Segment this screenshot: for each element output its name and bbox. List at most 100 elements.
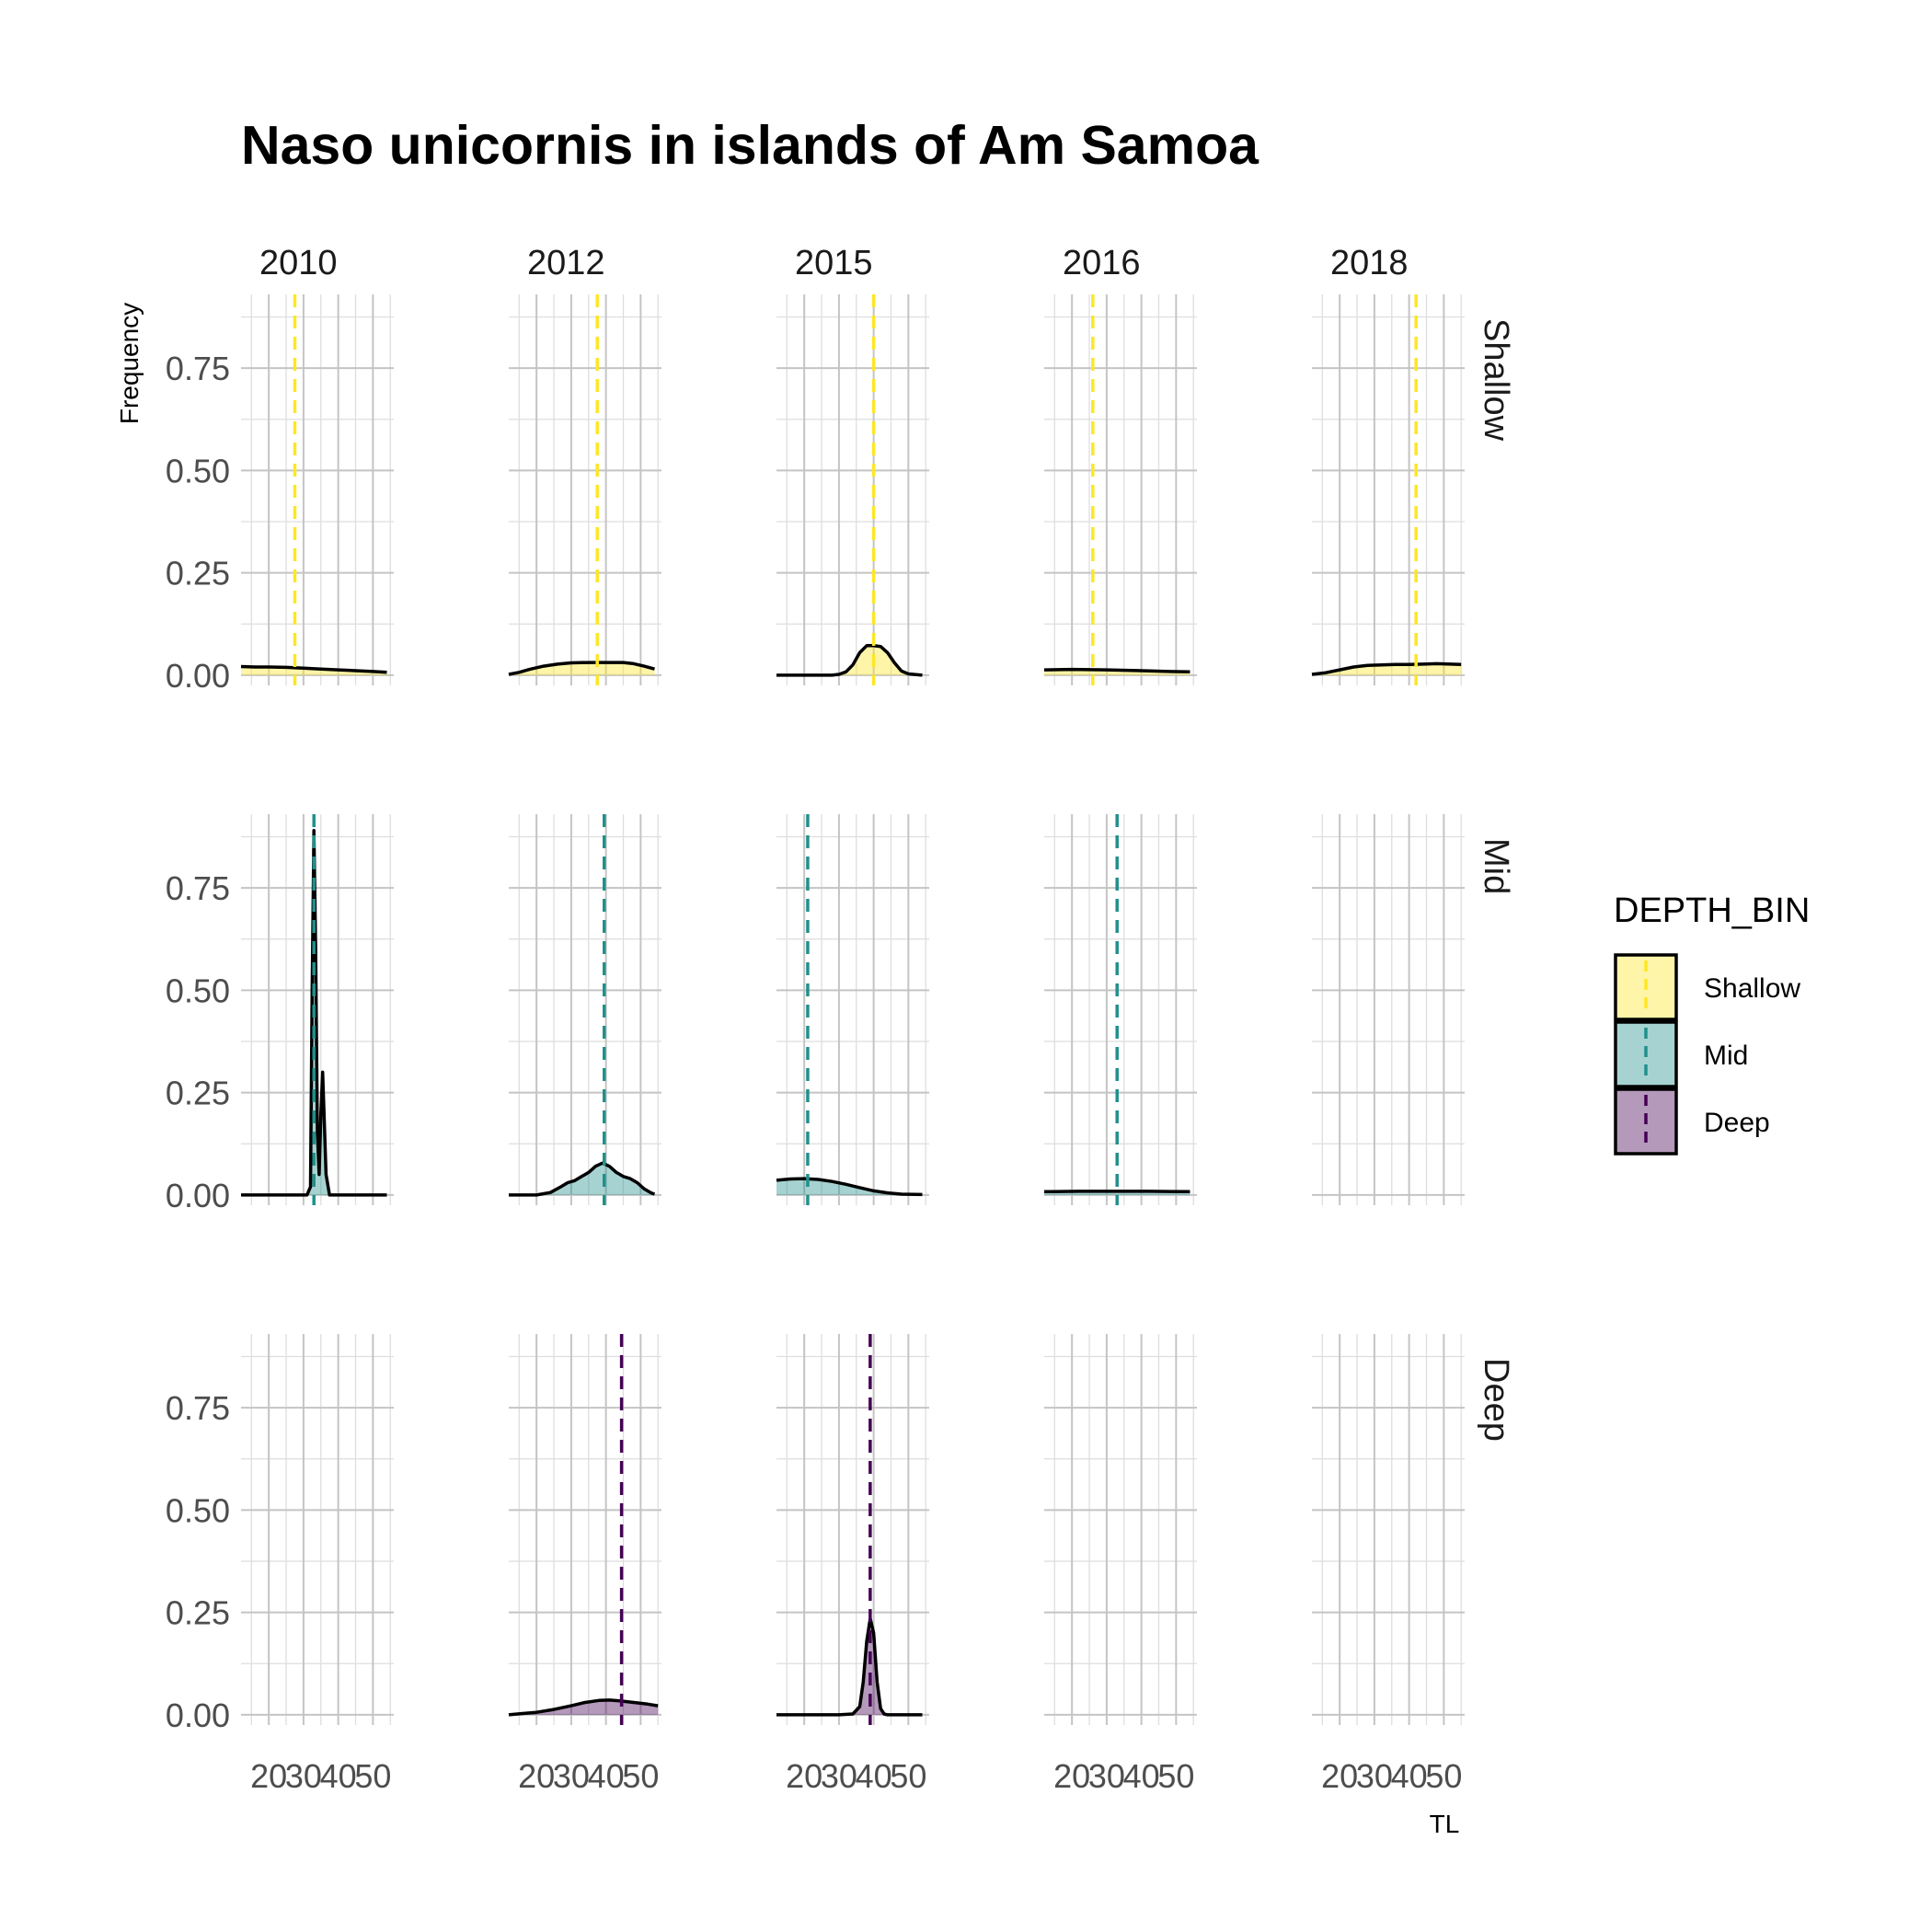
- density-line: [240, 664, 387, 674]
- panel-data-2018-shallow: [1311, 294, 1462, 685]
- strip-column-2018: 2018: [1330, 244, 1409, 282]
- strip-column-2012: 2012: [527, 244, 605, 282]
- y-tick-label: 0.75: [166, 350, 230, 387]
- y-tick-label: 0.00: [166, 1696, 230, 1734]
- panel-grid: [1044, 294, 1197, 685]
- panel-2012-mid: [509, 814, 661, 1205]
- x-tick-label: 20: [1321, 1757, 1358, 1795]
- density-line: [508, 1698, 659, 1717]
- x-tick-label: 40: [856, 1757, 892, 1795]
- strip-row-shallow: Shallow: [1477, 318, 1515, 442]
- panel-grid: [1312, 1334, 1465, 1725]
- panel-data-2016-mid: [1043, 814, 1190, 1205]
- panel-2018-shallow: [1312, 294, 1465, 685]
- panel-grid: [509, 1334, 661, 1725]
- panel-data-2012-mid: [509, 814, 656, 1205]
- panel-grid: [1312, 814, 1465, 1205]
- density-line: [776, 1177, 923, 1197]
- panel-2016-shallow: [1044, 294, 1197, 685]
- x-tick-label: 50: [1157, 1757, 1194, 1795]
- axes-layer: 0.00 0.25 0.50 0.75 0.00 0.25 0.50 0.75 0.00 0.25…: [166, 350, 1462, 1795]
- legend-label-shallow: Shallow: [1704, 973, 1800, 1004]
- y-axis-label: Frequency: [115, 303, 144, 424]
- panel-grid: [776, 1334, 929, 1725]
- panels-layer: [240, 294, 1465, 1725]
- panel-2012-deep: [509, 1334, 661, 1725]
- panel-2016-mid: [1044, 814, 1197, 1205]
- panel-2010-deep: [241, 1334, 394, 1725]
- x-tick-label: 30: [553, 1757, 590, 1795]
- y-tick-label: 0.00: [166, 657, 230, 695]
- panel-data-2015-deep: [776, 1334, 923, 1725]
- x-tick-label: 30: [821, 1757, 857, 1795]
- panel-2016-deep: [1044, 1334, 1197, 1725]
- panel-2018-mid: [1312, 814, 1465, 1205]
- density-line: [508, 661, 655, 676]
- strip-row-deep: Deep: [1477, 1358, 1515, 1442]
- strip-column-2016: 2016: [1063, 244, 1141, 282]
- panel-2015-deep: [776, 1334, 929, 1725]
- x-tick-label: 30: [1356, 1757, 1393, 1795]
- density-line: [1043, 667, 1190, 674]
- panel-2015-shallow: [776, 294, 929, 685]
- panel-grid: [1044, 814, 1197, 1205]
- legend: DEPTH_BIN Shallow Mid Deep: [1614, 891, 1810, 1156]
- strips-layer: 2010 2012 2015 2016 2018 Shallow Mid Deep: [259, 244, 1515, 1442]
- x-tick-label: 50: [622, 1757, 659, 1795]
- density-area: [509, 1163, 655, 1195]
- legend-key-shallow: Shallow: [1614, 953, 1800, 1021]
- x-axis-label: TL: [1430, 1810, 1460, 1838]
- strip-row-mid: Mid: [1477, 838, 1515, 894]
- x-tick-label: 30: [285, 1757, 322, 1795]
- panel-grid: [509, 814, 661, 1205]
- panel-data-2015-mid: [776, 814, 923, 1205]
- legend-label-deep: Deep: [1704, 1108, 1770, 1138]
- x-tick-label: 40: [588, 1757, 625, 1795]
- panel-data-2016-shallow: [1043, 294, 1190, 685]
- y-tick-label: 0.50: [166, 972, 230, 1009]
- strip-column-2015: 2015: [795, 244, 873, 282]
- panel-2018-deep: [1312, 1334, 1465, 1725]
- y-tick-label: 0.50: [166, 1491, 230, 1529]
- legend-key-deep: Deep: [1614, 1087, 1770, 1156]
- y-tick-label: 0.75: [166, 1389, 230, 1427]
- panel-data-2012-deep: [508, 1334, 659, 1725]
- y-tick-label: 0.50: [166, 452, 230, 489]
- y-tick-label: 0.25: [166, 555, 230, 592]
- density-area: [509, 662, 655, 675]
- y-tick-label: 0.25: [166, 1594, 230, 1632]
- panel-2015-mid: [776, 814, 929, 1205]
- panel-grid: [776, 814, 929, 1205]
- density-line: [776, 1616, 923, 1717]
- legend-title: DEPTH_BIN: [1614, 891, 1810, 930]
- x-tick-label: 30: [1088, 1757, 1125, 1795]
- density-line: [776, 644, 923, 677]
- x-tick-label: 50: [1425, 1757, 1462, 1795]
- x-tick-label: 50: [354, 1757, 391, 1795]
- x-tick-label: 20: [1053, 1757, 1090, 1795]
- x-tick-label: 20: [250, 1757, 287, 1795]
- x-tick-label: 20: [786, 1757, 822, 1795]
- panel-grid: [776, 294, 929, 685]
- x-tick-label: 40: [1123, 1757, 1160, 1795]
- density-line: [509, 1161, 656, 1197]
- density-line: [1311, 661, 1462, 676]
- density-area: [1312, 663, 1462, 675]
- panel-2012-shallow: [509, 294, 661, 685]
- x-tick-label: 20: [518, 1757, 555, 1795]
- panel-grid: [1044, 1334, 1197, 1725]
- density-line: [241, 829, 387, 1197]
- panel-data-2010-mid: [241, 814, 387, 1205]
- panel-grid: [509, 294, 661, 685]
- panel-grid: [241, 294, 394, 685]
- panel-grid: [241, 1334, 394, 1725]
- strip-column-2010: 2010: [259, 244, 338, 282]
- y-tick-label: 0.25: [166, 1075, 230, 1112]
- y-tick-label: 0.75: [166, 869, 230, 907]
- y-tick-label: 0.00: [166, 1177, 230, 1214]
- x-tick-label: 40: [320, 1757, 357, 1795]
- x-tick-label: 40: [1391, 1757, 1428, 1795]
- legend-key-mid: Mid: [1614, 1020, 1748, 1088]
- chart-title: Naso unicornis in islands of Am Samoa: [241, 115, 1259, 176]
